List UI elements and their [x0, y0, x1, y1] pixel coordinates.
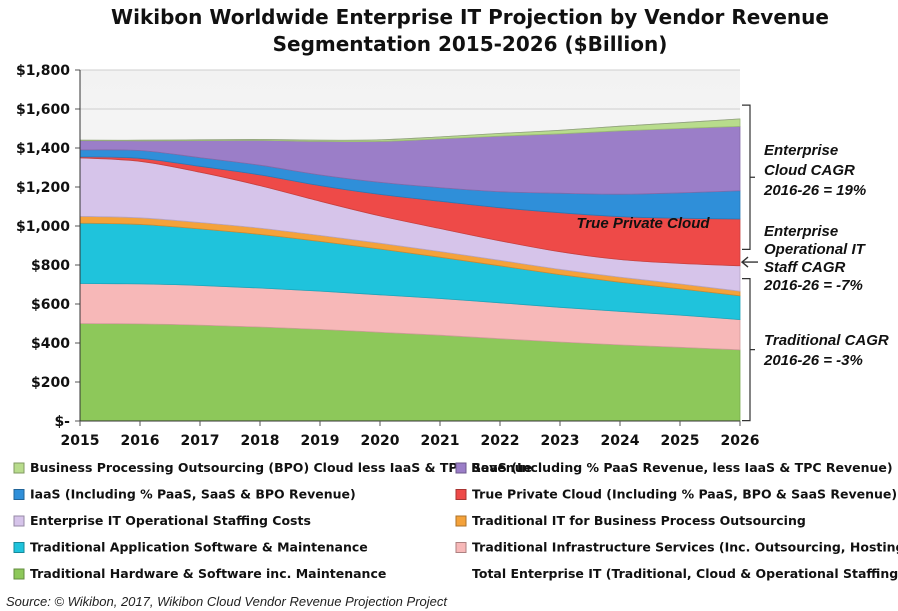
legend-label: Enterprise IT Operational Staffing Costs	[30, 513, 311, 528]
x-tick-label: 2024	[601, 433, 640, 449]
x-tick-label: 2021	[421, 433, 460, 449]
y-tick-label: $800	[31, 258, 70, 274]
legend-swatch	[13, 542, 25, 553]
x-tick-label: 2018	[241, 433, 280, 449]
bracket-enterprise-cloud	[742, 104, 755, 250]
y-tick-label: $1,200	[16, 180, 70, 196]
chart-title: Wikibon Worldwide Enterprise IT Projecti…	[111, 5, 829, 56]
y-tick-label: $200	[31, 375, 70, 391]
legend-label: Traditional Infrastructure Services (Inc…	[472, 540, 898, 555]
x-tick-label: 2016	[121, 433, 160, 449]
legend-swatch	[455, 489, 467, 500]
chart-title-line-1: Wikibon Worldwide Enterprise IT Projecti…	[111, 5, 829, 29]
arrow-operational-it	[740, 256, 758, 268]
annotation-operational-it-cagr: Enterprise Operational IT Staff CAGR 2016-2…	[763, 223, 867, 294]
x-tick-label: 2022	[481, 433, 520, 449]
legend-label: Traditional IT for Business Process Outs…	[472, 513, 806, 528]
legend-swatch	[455, 462, 467, 474]
y-tick-label: $1,600	[16, 102, 70, 118]
legend-swatch	[455, 515, 467, 527]
legend-label: Traditional Application Software & Maint…	[30, 540, 368, 555]
plot-area: $- $200 $400 $600 $800 $1,000 $1,200 $1,400 $1,6…	[16, 63, 760, 449]
y-tick-label: $1,800	[16, 63, 70, 79]
bracket-traditional	[742, 278, 755, 422]
x-tick-label: 2020	[361, 433, 400, 449]
legend-swatch	[13, 462, 25, 474]
legend-label: True Private Cloud (Including % PaaS, BP…	[472, 487, 897, 502]
y-tick-label: $400	[31, 336, 70, 352]
annotation-true-private-cloud: True Private Cloud	[576, 215, 710, 232]
legend-swatch	[455, 542, 467, 553]
total-enterprise-it-line	[79, 118, 741, 141]
annotation-traditional-cagr: Traditional CAGR 2016-26 = -3%	[763, 332, 889, 369]
annotation-enterprise-cloud-cagr: Enterprise Cloud CAGR 2016-26 = 19%	[763, 142, 866, 199]
legend-label: IaaS (Including % PaaS, SaaS & BPO Reven…	[30, 487, 356, 502]
legend-label: Business Processing Outsourcing (BPO) Cl…	[30, 460, 532, 475]
legend-label: Total Enterprise IT (Traditional, Cloud …	[472, 566, 898, 581]
legend-swatch	[13, 489, 25, 500]
legend-label: Traditional Hardware & Software inc. Mai…	[30, 566, 386, 581]
y-tick-label: $1,400	[16, 141, 70, 157]
y-tick-label: $-	[54, 414, 70, 430]
y-tick-label: $600	[31, 297, 70, 313]
x-tick-label: 2019	[301, 433, 340, 449]
legend: Business Processing Outsourcing (BPO) Cl…	[13, 460, 898, 581]
x-tick-label: 2026	[721, 433, 760, 449]
x-tick-label: 2017	[181, 433, 220, 449]
legend-label: SaaS (Including % PaaS Revenue, less Iaa…	[472, 460, 893, 475]
x-tick-label: 2015	[61, 433, 100, 449]
source-note: Source: © Wikibon, 2017, Wikibon Cloud V…	[6, 594, 448, 609]
legend-swatch	[13, 568, 25, 580]
chart-title-line-2: Segmentation 2015-2026 ($Billion)	[273, 32, 668, 56]
legend-swatch	[13, 515, 25, 527]
y-tick-label: $1,000	[16, 219, 70, 235]
x-tick-label: 2025	[661, 433, 700, 449]
x-tick-label: 2023	[541, 433, 580, 449]
annotations: True Private Cloud Enterprise Cloud CAGR 20…	[576, 104, 889, 422]
